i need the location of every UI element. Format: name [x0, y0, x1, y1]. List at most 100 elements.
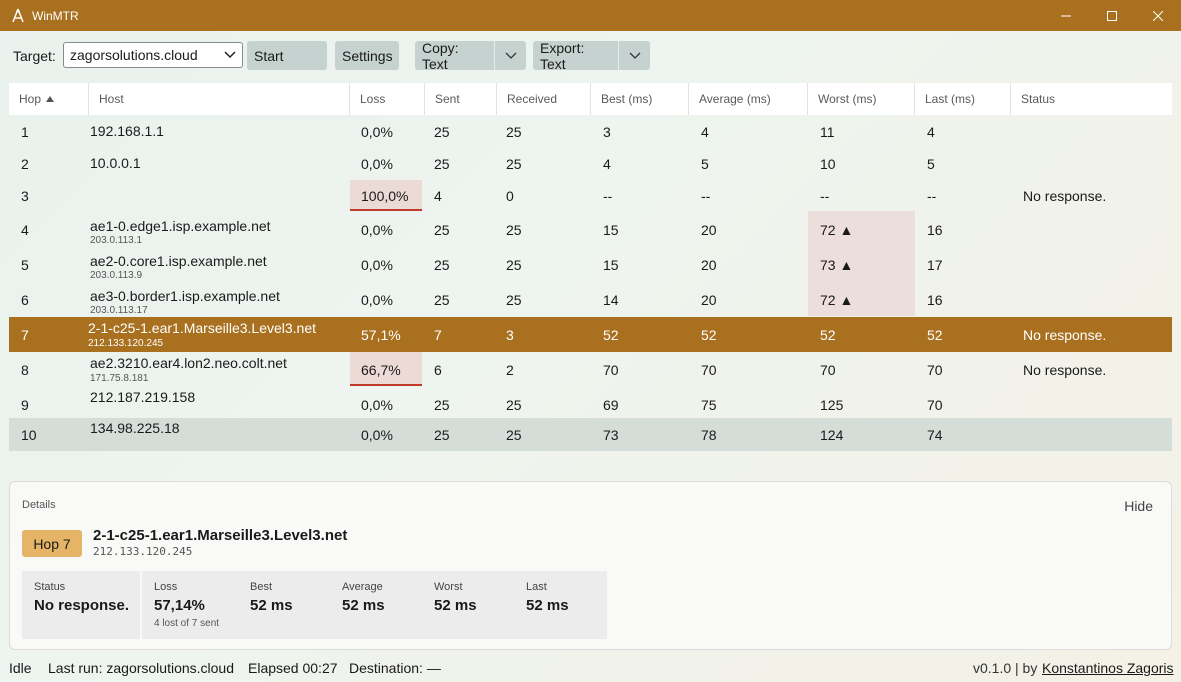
- status-version: v0.1.0 | by: [973, 660, 1038, 676]
- table-row[interactable]: 6 ae3-0.border1.isp.example.net 203.0.11…: [9, 282, 1172, 317]
- export-button[interactable]: Export: Text: [533, 40, 618, 72]
- copy-label: Copy: Text: [422, 39, 459, 72]
- average-cell: 52: [701, 327, 717, 343]
- hide-button[interactable]: Hide: [1124, 498, 1153, 514]
- col-received[interactable]: Received: [497, 83, 591, 115]
- hop-cell: 10: [21, 427, 37, 443]
- status-bar: Idle Last run: zagorsolutions.cloud Elap…: [0, 658, 1181, 680]
- worst-highlight: [808, 211, 915, 316]
- sent-cell: 25: [434, 257, 450, 273]
- table-row[interactable]: 2 10.0.0.1 0,0% 25 25 4 5 10 5: [9, 148, 1172, 180]
- start-label: Start: [254, 47, 284, 64]
- minimize-button[interactable]: [1043, 0, 1089, 31]
- hop-badge-label: Hop 7: [33, 535, 71, 552]
- stat-label: Loss: [154, 581, 178, 593]
- loss-cell: 0,0%: [361, 257, 393, 273]
- start-button[interactable]: Start: [247, 41, 327, 70]
- host-cell: ae1-0.edge1.isp.example.net: [90, 218, 271, 234]
- col-average[interactable]: Average (ms): [689, 83, 808, 115]
- last-cell: 5: [927, 156, 935, 172]
- best-cell: 73: [603, 427, 619, 443]
- host-ip: 171.75.8.181: [90, 373, 149, 384]
- author-link[interactable]: Konstantinos Zagoris: [1042, 660, 1174, 676]
- col-loss[interactable]: Loss: [350, 83, 425, 115]
- app-icon: [12, 8, 24, 22]
- target-label: Target:: [13, 48, 56, 64]
- table-row[interactable]: 10 134.98.225.18 0,0% 25 25 73 78 124 74: [9, 418, 1172, 451]
- worst-cell: 72 ▲: [820, 222, 854, 238]
- best-cell: 70: [603, 362, 619, 378]
- stat-sub: 4 lost of 7 sent: [154, 618, 220, 629]
- col-best[interactable]: Best (ms): [591, 83, 689, 115]
- stat-value: No response.: [34, 597, 130, 614]
- col-received-label: Received: [507, 92, 558, 106]
- host-cell: ae2.3210.ear4.lon2.neo.colt.net: [90, 355, 287, 371]
- stat-label: Worst: [434, 581, 463, 593]
- table-row[interactable]: 8 ae2.3210.ear4.lon2.neo.colt.net 171.75…: [9, 352, 1172, 387]
- sent-cell: 25: [434, 427, 450, 443]
- hop-cell: 3: [21, 188, 29, 204]
- col-worst[interactable]: Worst (ms): [808, 83, 915, 115]
- last-cell: 16: [927, 222, 943, 238]
- details-title: Details: [22, 499, 56, 511]
- hop-cell: 6: [21, 292, 29, 308]
- sort-up-icon: [46, 96, 55, 102]
- col-hop[interactable]: Hop: [9, 83, 89, 115]
- col-last-label: Last (ms): [925, 92, 976, 106]
- stat-best: Best 52 ms: [238, 571, 330, 639]
- table-row[interactable]: 4 ae1-0.edge1.isp.example.net 203.0.113.…: [9, 212, 1172, 247]
- status-last-run: Last run: zagorsolutions.cloud: [48, 660, 234, 676]
- received-cell: 0: [506, 188, 514, 204]
- status-cell: No response.: [1023, 362, 1107, 378]
- best-cell: --: [603, 188, 613, 204]
- sent-cell: 25: [434, 124, 450, 140]
- received-cell: 25: [506, 427, 522, 443]
- close-button[interactable]: [1135, 0, 1181, 31]
- worst-cell: 125: [820, 397, 844, 413]
- hop-cell: 2: [21, 156, 29, 172]
- maximize-button[interactable]: [1089, 0, 1135, 31]
- maximize-icon: [1107, 10, 1117, 21]
- loss-cell: 0,0%: [361, 156, 393, 172]
- hop-cell: 4: [21, 222, 29, 238]
- table-row[interactable]: 9 212.187.219.158 0,0% 25 25 69 75 125 7…: [9, 387, 1172, 418]
- copy-dropdown-button[interactable]: [494, 41, 526, 70]
- loss-bar-line: [350, 384, 422, 386]
- table-row[interactable]: 3 100,0% 4 0 -- -- -- -- No response.: [9, 180, 1172, 212]
- col-host[interactable]: Host: [89, 83, 350, 115]
- loss-bar: [350, 352, 422, 386]
- loss-bar: [350, 180, 422, 211]
- host-cell: 10.0.0.1: [90, 155, 141, 171]
- status-elapsed: Elapsed 00:27: [248, 660, 338, 676]
- col-status[interactable]: Status: [1011, 83, 1172, 115]
- sent-cell: 25: [434, 222, 450, 238]
- stat-value: 52 ms: [250, 597, 293, 614]
- worst-cell: 124: [820, 427, 844, 443]
- hop-cell: 1: [21, 124, 29, 140]
- table-row[interactable]: 5 ae2-0.core1.isp.example.net 203.0.113.…: [9, 247, 1172, 282]
- last-cell: 70: [927, 397, 943, 413]
- last-cell: --: [927, 188, 937, 204]
- host-ip: 203.0.113.1: [90, 235, 143, 246]
- col-sent[interactable]: Sent: [425, 83, 497, 115]
- last-cell: 16: [927, 292, 943, 308]
- hop-badge: Hop 7: [22, 530, 82, 557]
- target-value: zagorsolutions.cloud: [70, 47, 198, 63]
- loss-cell: 0,0%: [361, 292, 393, 308]
- sent-cell: 4: [434, 188, 442, 204]
- col-last[interactable]: Last (ms): [915, 83, 1011, 115]
- export-dropdown-button[interactable]: [618, 41, 650, 70]
- settings-button[interactable]: Settings: [335, 41, 399, 70]
- table-row-selected[interactable]: 7 2-1-c25-1.ear1.Marseille3.Level3.net 2…: [9, 317, 1172, 352]
- target-select[interactable]: zagorsolutions.cloud: [63, 42, 243, 68]
- table-row[interactable]: 1 192.168.1.1 0,0% 25 25 3 4 11 4: [9, 116, 1172, 148]
- last-cell: 17: [927, 257, 943, 273]
- host-cell: 192.168.1.1: [90, 123, 164, 139]
- stat-label: Status: [34, 581, 66, 593]
- copy-button[interactable]: Copy: Text: [415, 39, 494, 72]
- col-average-label: Average (ms): [699, 92, 771, 106]
- col-best-label: Best (ms): [601, 92, 653, 106]
- average-cell: 78: [701, 427, 717, 443]
- chevron-down-icon: [629, 52, 640, 59]
- loss-cell: 0,0%: [361, 427, 393, 443]
